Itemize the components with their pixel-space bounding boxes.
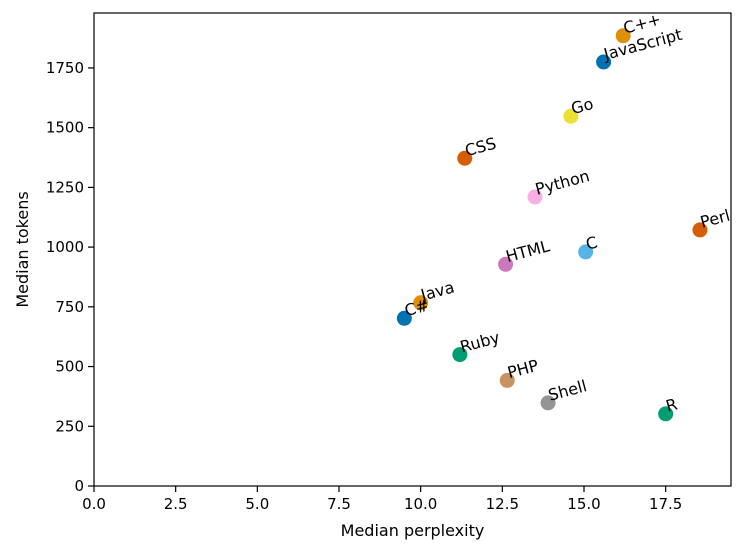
data-point-php <box>499 372 515 388</box>
data-point-c- <box>396 310 412 326</box>
y-tick-label: 750 <box>55 298 84 316</box>
point-label: R <box>664 394 680 415</box>
data-point-r <box>658 406 674 422</box>
x-tick-label: 2.5 <box>164 495 188 513</box>
data-point-shell <box>540 395 556 411</box>
y-tick-label: 250 <box>55 417 84 435</box>
x-tick-label: 0.0 <box>82 495 106 513</box>
data-point-c <box>578 244 594 260</box>
data-points <box>396 28 708 422</box>
plot-frame <box>93 12 732 487</box>
data-point-ruby <box>452 347 468 363</box>
y-tick-label: 0 <box>74 477 84 495</box>
data-point-c- <box>615 28 631 44</box>
y-tick-label: 1000 <box>46 238 84 256</box>
data-point-javascript <box>596 54 612 70</box>
data-point-go <box>563 108 579 124</box>
y-tick-label: 500 <box>55 358 84 376</box>
axes: 0.0 2.5 5.0 7.5 10.0 12.5 15.0 17.5 0 250 500 750 10… <box>46 12 732 513</box>
point-label: C <box>584 233 600 254</box>
y-tick-label: 1750 <box>46 59 84 77</box>
y-tick-label: 1250 <box>46 178 84 196</box>
x-axis-label: Median perplexity <box>341 521 485 540</box>
x-tick-label: 12.5 <box>486 495 519 513</box>
data-point-perl <box>692 222 708 238</box>
y-axis-label: Median tokens <box>13 191 32 307</box>
data-point-python <box>527 189 543 205</box>
x-tick-label: 17.5 <box>649 495 682 513</box>
y-tick-label: 1500 <box>46 119 84 137</box>
x-tick-label: 7.5 <box>327 495 351 513</box>
x-tick-label: 5.0 <box>245 495 269 513</box>
data-point-html <box>498 256 514 272</box>
x-tick-label: 10.0 <box>404 495 437 513</box>
x-tick-label: 15.0 <box>567 495 600 513</box>
data-point-java <box>413 295 429 311</box>
data-point-css <box>457 150 473 166</box>
